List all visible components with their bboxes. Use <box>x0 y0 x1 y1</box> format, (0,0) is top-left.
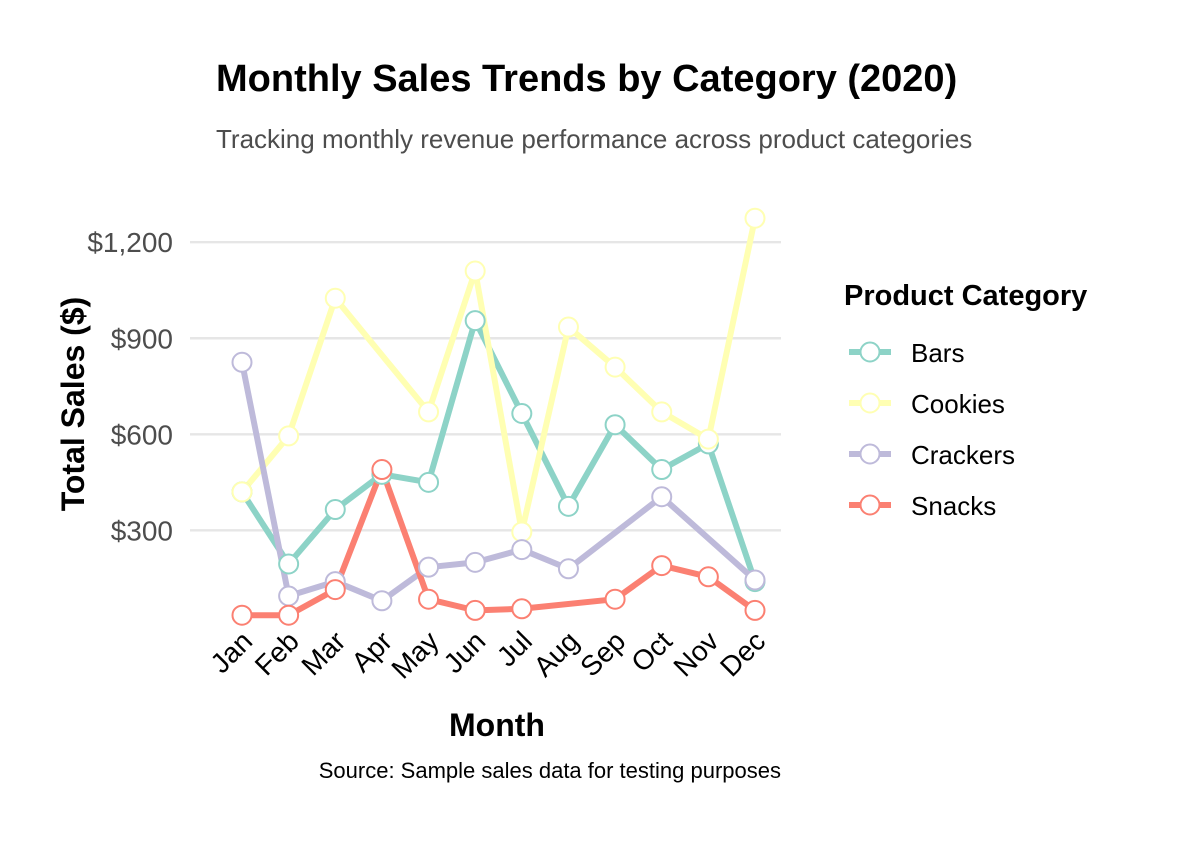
legend-label: Snacks <box>911 491 996 521</box>
data-point <box>418 556 440 578</box>
legend-key-marker <box>859 443 881 465</box>
data-point <box>231 481 253 503</box>
legend-label: Cookies <box>911 389 1005 419</box>
x-tick-label: Jul <box>491 625 538 672</box>
x-tick-label: Sep <box>574 625 631 682</box>
data-point <box>604 356 626 378</box>
data-point <box>697 566 719 588</box>
legend: Product Category Bars Cookies Crackers Snac… <box>844 280 1087 521</box>
data-point <box>371 590 393 612</box>
data-point <box>511 521 533 543</box>
data-point <box>604 414 626 436</box>
data-point <box>418 471 440 493</box>
x-tick-label: Oct <box>625 625 678 678</box>
data-point <box>278 604 300 626</box>
data-point <box>511 539 533 561</box>
legend-title: Product Category <box>844 280 1087 312</box>
y-tick-label: $1,200 <box>87 227 173 258</box>
legend-label: Crackers <box>911 440 1015 470</box>
chart-caption: Source: Sample sales data for testing pu… <box>319 758 781 783</box>
data-point <box>278 585 300 607</box>
data-point <box>278 553 300 575</box>
series-line <box>239 361 757 604</box>
legend-items: Bars Cookies Crackers Snacks <box>849 338 1015 521</box>
data-point <box>604 588 626 610</box>
data-point <box>324 579 346 601</box>
x-tick-label: Apr <box>345 625 398 678</box>
data-point <box>464 551 486 573</box>
data-point <box>744 599 766 621</box>
data-point <box>464 599 486 621</box>
data-point <box>651 459 673 481</box>
y-tick-label: $600 <box>111 419 173 450</box>
gridlines <box>190 241 781 532</box>
series-points <box>231 207 766 626</box>
legend-key-marker <box>859 341 881 363</box>
series-lines <box>239 217 758 619</box>
data-point <box>557 558 579 580</box>
data-point <box>651 486 673 508</box>
data-point <box>744 207 766 229</box>
legend-label: Bars <box>911 338 964 368</box>
x-tick-label: Aug <box>528 625 585 682</box>
data-point <box>418 401 440 423</box>
x-tick-label: Jun <box>438 625 492 679</box>
data-point <box>371 459 393 481</box>
chart-subtitle: Tracking monthly revenue performance acr… <box>216 124 972 154</box>
data-point <box>744 569 766 591</box>
series-line <box>242 466 757 619</box>
x-axis-title: Month <box>449 707 545 743</box>
y-axis-ticks: $300 $600 $900 $1,200 <box>87 227 173 546</box>
data-point <box>511 402 533 424</box>
x-tick-label: May <box>385 625 444 684</box>
x-tick-label: Dec <box>714 625 771 682</box>
legend-key-marker <box>859 392 881 414</box>
data-point <box>651 555 673 577</box>
data-point <box>464 310 486 332</box>
x-tick-label: Mar <box>295 625 351 681</box>
y-tick-label: $300 <box>111 515 173 546</box>
legend-key-marker <box>859 494 881 516</box>
chart-title: Monthly Sales Trends by Category (2020) <box>216 58 957 100</box>
x-tick-label: Jan <box>204 625 258 679</box>
data-point <box>231 604 253 626</box>
series-line <box>239 317 758 583</box>
data-point <box>418 588 440 610</box>
data-point <box>651 401 673 423</box>
data-point <box>557 495 579 517</box>
x-tick-label: Feb <box>249 625 305 681</box>
data-point <box>511 598 533 620</box>
x-tick-label: Nov <box>667 625 724 682</box>
data-point <box>697 428 719 450</box>
data-point <box>324 499 346 521</box>
data-point <box>278 425 300 447</box>
data-point <box>557 316 579 338</box>
y-tick-label: $900 <box>111 323 173 354</box>
data-point <box>324 287 346 309</box>
data-point <box>231 351 253 373</box>
y-axis-title: Total Sales ($) <box>55 297 91 512</box>
series-line <box>239 217 758 535</box>
data-point <box>464 260 486 282</box>
